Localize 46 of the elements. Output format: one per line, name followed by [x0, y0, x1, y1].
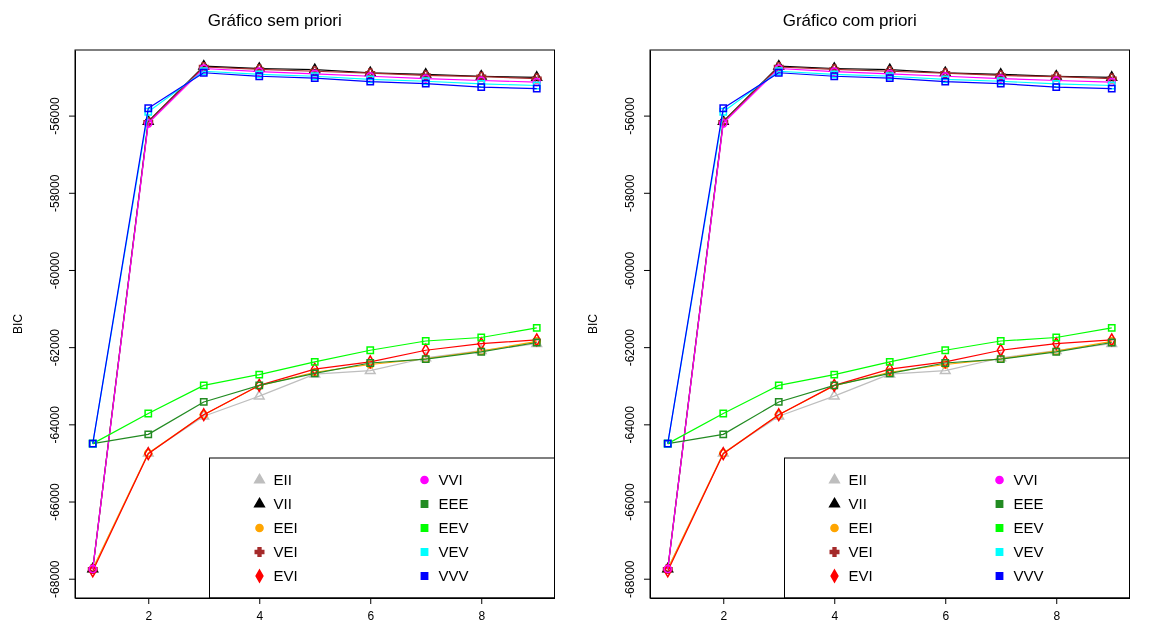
- legend-label: VII: [273, 495, 292, 512]
- legend-label: VEV: [438, 543, 469, 560]
- y-tick-label: -58000: [48, 174, 62, 212]
- y-tick-label: -68000: [48, 560, 62, 598]
- legend-label: EII: [848, 471, 867, 488]
- legend-label: EVI: [848, 567, 873, 584]
- chart-title: Gráfico com priori: [782, 11, 917, 30]
- legend-label: EEV: [1013, 519, 1044, 536]
- legend-label: VVI: [438, 471, 463, 488]
- y-tick-label: -66000: [622, 483, 637, 521]
- legend-label: EEE: [1013, 495, 1044, 512]
- y-tick-label: -60000: [48, 251, 62, 290]
- legend-label: EEE: [438, 495, 469, 512]
- y-tick-label: -58000: [622, 174, 637, 212]
- y-tick-label: -60000: [622, 251, 637, 290]
- y-tick-label: -56000: [622, 97, 637, 135]
- y-tick-label: -56000: [48, 97, 62, 135]
- legend-label: EII: [273, 471, 292, 488]
- legend-label: VVV: [438, 567, 469, 584]
- x-tick-label: 2: [719, 609, 727, 624]
- legend-label: EEI: [273, 519, 298, 536]
- x-tick-label: 6: [367, 609, 375, 624]
- legend-label: EEI: [848, 519, 873, 536]
- legend-label: VEI: [848, 543, 873, 560]
- legend-label: VEI: [273, 543, 298, 560]
- x-tick-label: 6: [941, 609, 949, 624]
- x-tick-label: 4: [256, 609, 264, 624]
- legend-label: VVI: [1013, 471, 1038, 488]
- legend-label: VEV: [1013, 543, 1044, 560]
- y-tick-label: -64000: [622, 405, 637, 444]
- x-tick-label: 8: [478, 609, 486, 624]
- y-tick-label: -66000: [48, 483, 62, 521]
- legend-label: VVV: [1013, 567, 1044, 584]
- x-tick-label: 4: [830, 609, 838, 624]
- y-tick-label: -68000: [622, 560, 637, 598]
- y-axis-title: BIC: [585, 313, 600, 335]
- y-tick-label: -62000: [48, 328, 62, 367]
- y-tick-label: -64000: [48, 405, 62, 444]
- x-tick-label: 8: [1052, 609, 1060, 624]
- y-axis-title: BIC: [11, 313, 25, 335]
- legend-label: EEV: [438, 519, 469, 536]
- legend-label: EVI: [273, 567, 298, 584]
- legend-label: VII: [848, 495, 867, 512]
- y-tick-label: -62000: [622, 328, 637, 367]
- chart-title: Gráfico sem priori: [207, 11, 342, 30]
- x-tick-label: 2: [145, 609, 153, 624]
